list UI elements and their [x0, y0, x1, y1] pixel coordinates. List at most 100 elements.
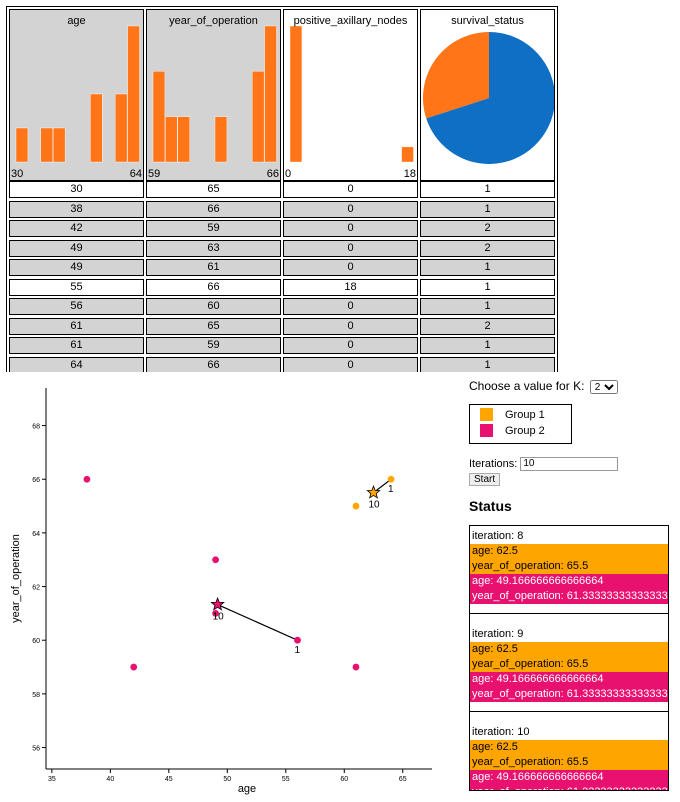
- data-point: [130, 663, 138, 671]
- table-cell: 0: [283, 239, 418, 257]
- histogram-bar: [15, 127, 29, 163]
- centroid-star-icon: [366, 485, 381, 499]
- column-header-survival-status[interactable]: survival_status: [420, 9, 555, 181]
- x-tick-label: 50: [223, 776, 231, 783]
- table-cell: 55: [9, 278, 144, 296]
- table-cell: 60: [146, 298, 281, 315]
- start-button[interactable]: Start: [469, 472, 501, 486]
- x-axis-label: age: [238, 783, 256, 795]
- iterations-control: Iterations: Start: [469, 456, 675, 486]
- histogram-bar: [289, 25, 303, 163]
- table-row[interactable]: 42 59 0 2: [9, 220, 555, 237]
- table-row[interactable]: 49 63 0 2: [9, 239, 555, 257]
- table-cell: 66: [146, 200, 281, 218]
- x-tick-label: 35: [48, 776, 56, 783]
- table-cell: 59: [146, 337, 281, 354]
- data-point: [352, 502, 360, 510]
- axes: 56 58 60 62 64 66 68 35 40 45 50 55 60 65 age year_of_o…: [10, 388, 432, 795]
- y-tick-label: 62: [32, 585, 40, 592]
- table-cell: 56: [9, 298, 144, 315]
- pie-chart: [423, 32, 554, 164]
- column-header-year-of-operation[interactable]: 59 66 year_of_operation: [146, 9, 281, 181]
- table-cell: 49: [9, 259, 144, 276]
- k-select[interactable]: 2: [589, 379, 618, 394]
- table-row[interactable]: 55 66 18 1: [9, 278, 555, 296]
- table-cell: 0: [283, 181, 418, 198]
- axis-min-label: 0: [285, 168, 292, 180]
- table-cell: 30: [9, 181, 144, 198]
- x-tick-label: 55: [282, 776, 290, 783]
- table-row[interactable]: 64 66 0 1: [9, 356, 555, 372]
- histogram-bar: [152, 71, 166, 163]
- histogram-bar: [127, 25, 140, 163]
- group-2-centroid-value: age: 49.166666666666664: [470, 573, 668, 589]
- table-row[interactable]: 30 65 0 1: [9, 181, 555, 198]
- centroid-star-icon: [210, 596, 225, 611]
- histogram: [152, 25, 277, 163]
- legend-label: Group 1: [505, 408, 545, 421]
- axis-max-label: 18: [403, 168, 416, 180]
- group-2-centroid-value: year_of_operation: 61.333333333333336: [470, 588, 669, 604]
- entry-spacer: [470, 604, 668, 613]
- column-title: survival_status: [451, 15, 524, 27]
- k-label: Choose a value for K:: [469, 379, 585, 393]
- table-cell: 61: [9, 337, 144, 354]
- histogram-bar: [90, 93, 103, 163]
- table-cell: 2: [420, 220, 555, 237]
- group-1-centroid-value: age: 62.5: [470, 641, 668, 657]
- group-1-centroid-value: year_of_operation: 65.5: [470, 754, 668, 770]
- table-cell: 0: [283, 337, 418, 354]
- table-cell: 0: [283, 259, 418, 276]
- table-cell: 2: [420, 239, 555, 257]
- table-row[interactable]: 49 61 0 1: [9, 259, 555, 276]
- column-header-positive-axillary-nodes[interactable]: 0 18 positive_axillary_nodes: [283, 9, 418, 181]
- data-point: [212, 556, 220, 564]
- table-cell: 0: [283, 356, 418, 372]
- table-cell: 64: [9, 356, 144, 372]
- y-tick-label: 64: [32, 531, 40, 538]
- status-title: Status: [469, 497, 512, 514]
- table-row[interactable]: 56 60 0 1: [9, 298, 555, 315]
- iterations-input[interactable]: [520, 456, 619, 471]
- column-header-age[interactable]: 30 64 age: [9, 9, 144, 181]
- centroid-label: 10: [213, 612, 225, 623]
- iteration-label: iteration: 8: [470, 525, 668, 544]
- data-point: [352, 663, 360, 671]
- iteration-label: iteration: 10: [470, 721, 668, 740]
- table-cell: 42: [9, 220, 144, 237]
- table-cell: 1: [420, 337, 555, 354]
- table-cell: 18: [283, 278, 418, 296]
- legend: Group 1 Group 2: [469, 403, 572, 444]
- table-cell: 59: [146, 220, 281, 237]
- table-cell: 63: [146, 239, 281, 257]
- y-tick-label: 68: [32, 424, 40, 431]
- axis-max-label: 66: [266, 168, 279, 180]
- table-cell: 0: [283, 200, 418, 218]
- group-1-centroid-value: age: 62.5: [470, 739, 668, 755]
- centroid-path: [217, 603, 298, 641]
- centroid-label: 10: [369, 500, 381, 511]
- table-row[interactable]: 61 59 0 1: [9, 337, 555, 354]
- histogram-bar: [401, 146, 414, 163]
- table-cell: 1: [420, 259, 555, 276]
- histogram-bar: [214, 116, 228, 163]
- table-row[interactable]: 38 66 0 1: [9, 200, 555, 218]
- data-point: [387, 475, 395, 483]
- data-point: [83, 475, 91, 483]
- axis-min-label: 59: [148, 168, 161, 180]
- data-point: [294, 636, 301, 644]
- table-row[interactable]: 61 65 0 2: [9, 317, 555, 335]
- histogram: [15, 25, 140, 163]
- histogram-bar: [251, 71, 265, 163]
- status-entry: iteration: 10 age: 62.5 year_of_operation:…: [470, 721, 668, 790]
- histogram-bar: [264, 25, 277, 163]
- status-log[interactable]: iteration: 8 age: 62.5 year_of_operation: …: [469, 524, 669, 791]
- column-title: positive_axillary_nodes: [293, 15, 408, 27]
- x-tick-label: 65: [399, 776, 407, 783]
- histogram-bar: [53, 127, 66, 163]
- histogram-bar: [40, 127, 53, 163]
- pie-slice-1: [426, 32, 554, 164]
- table-cell: 0: [283, 317, 418, 335]
- path-start-label: 1: [294, 645, 300, 656]
- table-cell: 65: [146, 317, 281, 335]
